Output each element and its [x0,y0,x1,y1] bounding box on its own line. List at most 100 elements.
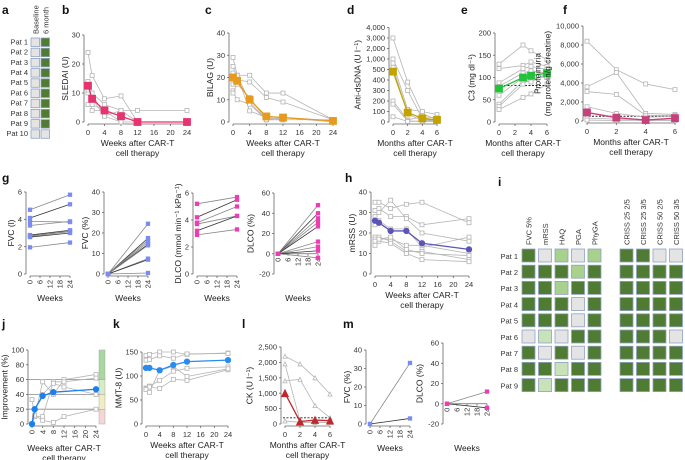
individual-series-line [586,40,676,91]
mean-series-line [392,71,438,121]
individual-point [520,42,526,48]
y-axis-label: Anti-dsDNA (U l⁻¹) [353,40,363,110]
x-tick-label: 18 [223,280,232,288]
mean-point [387,227,394,235]
heatmap-cell [538,297,552,312]
heatmap-cell [30,58,40,68]
x-tick-label: 18 [473,408,482,416]
y-tick-label: 0 [20,420,24,429]
x-axis-label: cell therapy [393,148,437,158]
row-label: Pat 9 [500,381,518,390]
y-tick-label: 80 [16,360,24,369]
patient-point [234,227,240,232]
individual-point [520,66,526,71]
heatmap-cell [669,280,683,295]
y-axis-label: mRSS (U) [347,213,357,252]
y-tick-label: 2 [18,242,22,251]
heatmap-cell [521,329,536,344]
heatmap-cell [571,361,585,376]
individual-point [135,108,140,113]
individual-point [466,238,472,244]
x-tick-label: 0 [193,280,202,284]
individual-series-line [232,57,334,121]
individual-point [89,73,95,78]
y-tick-label: 10 [359,249,367,258]
y-tick-label: 150 [478,51,491,60]
patient-point [27,207,33,212]
y-tick-label: 0 [96,270,100,279]
y-tick-label: 100 [372,107,385,116]
row-label: Pat 2 [500,268,518,277]
patient-line [277,241,319,255]
x-axis-label: Weeks after CAR-T [150,440,224,450]
individual-point [419,230,425,236]
x-tick-label: 18 [396,430,405,438]
x-tick-label: 8 [49,430,58,434]
individual-point [118,93,124,99]
mean-point [418,114,427,123]
individual-series-line [392,58,438,122]
y-tick-label: 2 [185,243,189,252]
individual-point [405,79,411,85]
heatmap-cell [554,378,569,393]
y-tick-label: 60 [431,339,439,348]
individual-point [312,374,318,381]
mean-point [519,73,527,82]
mean-point [375,219,383,226]
y-tick-label: 0 [381,118,385,127]
panel-label: h [345,171,352,185]
patient-point [194,215,200,220]
x-tick-label: 4 [158,430,162,439]
heatmap-cell [30,88,40,98]
patient-point [145,221,151,226]
y-tick-label: 10 [354,401,362,410]
x-axis-label: Weeks [285,293,311,303]
individual-point [388,205,394,211]
x-axis-label: Months after CAR-T [593,137,669,147]
x-tick-label: 6 [203,280,212,284]
x-tick-label: 20 [449,280,457,289]
mean-point [88,94,97,103]
individual-series-line [498,70,548,87]
panel-label: e [461,3,468,17]
x-tick-label: 0 [28,430,37,434]
individual-point [643,81,649,87]
heatmap-cell [587,345,602,360]
individual-point [282,361,288,367]
mean-series-line [284,392,331,423]
heatmap-cell [30,68,40,78]
heatmap-cell [652,329,667,344]
individual-point [282,377,288,384]
x-tick-label: 24 [465,280,473,289]
individual-point [419,109,425,114]
individual-point [40,379,46,385]
individual-point [419,199,425,205]
individual-point [376,199,382,205]
patient-line [107,259,149,275]
y-tick-label: 20 [217,73,225,82]
individual-point [466,234,472,240]
y-axis-label: DLCO (mmol min⁻¹ kPa⁻¹) [173,183,183,283]
mean-point [495,84,503,93]
y-tick-label: 300 [372,86,385,95]
row-label: Pat 6 [500,333,518,342]
heatmap-cell [636,378,650,393]
y-tick-label: 0 [134,420,138,429]
heatmap-cell [619,329,634,344]
individual-series-line [498,65,548,84]
individual-point [297,376,303,382]
mean-point [295,417,305,426]
patient-line [277,246,319,255]
heatmap-cell [40,47,50,58]
individual-point [528,59,534,65]
heatmap-cell [40,68,50,78]
heatmap-cell [521,313,536,328]
x-tick-label: 24 [92,430,101,438]
y-tick-label: 40 [431,359,439,368]
heatmap-cell [554,264,569,279]
mean-point [50,389,57,396]
panel-label: l [242,317,245,331]
individual-point [466,253,472,258]
